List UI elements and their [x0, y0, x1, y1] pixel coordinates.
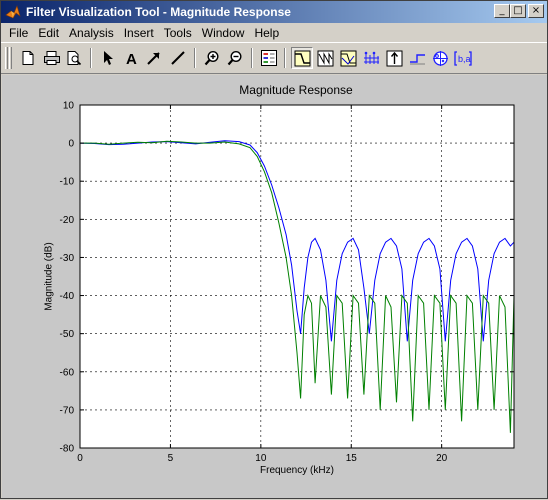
- toolbar-grip[interactable]: [5, 47, 8, 69]
- step-response-icon: [409, 53, 425, 64]
- svg-text:A: A: [126, 51, 137, 66]
- magnitude-phase-response-button[interactable]: [337, 47, 359, 69]
- edit-plot-button[interactable]: [97, 47, 119, 69]
- print-button[interactable]: [41, 47, 63, 69]
- filter-coefficients-button[interactable]: b,a: [452, 47, 474, 69]
- series-line-1: [79, 140, 515, 342]
- plot-axes-background: [80, 105, 514, 448]
- magnitude-response-icon: [294, 50, 310, 66]
- phase-response-button[interactable]: [314, 47, 336, 69]
- new-figure-button[interactable]: [17, 47, 39, 69]
- menu-insert[interactable]: Insert: [123, 25, 154, 40]
- legend-icon: [261, 50, 277, 66]
- group-delay-button[interactable]: [360, 47, 382, 69]
- svg-text:b,a: b,a: [458, 54, 471, 64]
- text-a-icon: A: [126, 51, 137, 66]
- menu-file[interactable]: File: [9, 25, 29, 40]
- coefficients-icon: b,a: [454, 50, 472, 66]
- menu-edit[interactable]: Edit: [38, 25, 60, 40]
- window-title: Filter Visualization Tool - Magnitude Re…: [26, 5, 291, 19]
- y-tick-label: -70: [60, 405, 75, 416]
- zoom-out-button[interactable]: [224, 47, 246, 69]
- step-response-button[interactable]: [406, 47, 428, 69]
- menu-analysis[interactable]: Analysis: [69, 25, 114, 40]
- toolbar-separator: [284, 48, 286, 68]
- x-tick-label: 5: [168, 453, 174, 464]
- menu-window[interactable]: Window: [201, 25, 245, 40]
- magnitude-response-button[interactable]: [291, 47, 313, 69]
- impulse-response-icon: [386, 50, 402, 66]
- close-button[interactable]: ×: [528, 4, 544, 18]
- legend-button[interactable]: [258, 47, 280, 69]
- phase-response-icon: [317, 50, 333, 66]
- y-tick-label: -40: [60, 291, 75, 302]
- y-tick-label: 0: [68, 139, 74, 150]
- toolbar-grip[interactable]: [9, 47, 12, 69]
- toolbar-separator: [194, 48, 196, 68]
- title-bar[interactable]: Filter Visualization Tool - Magnitude Re…: [1, 1, 547, 23]
- pole-zero-plot-button[interactable]: [429, 47, 451, 69]
- printer-icon: [44, 51, 60, 65]
- x-tick-label: 10: [255, 453, 267, 464]
- insert-line-button[interactable]: [167, 47, 189, 69]
- arrow-icon: [147, 52, 160, 65]
- y-tick-label: -20: [60, 215, 75, 226]
- group-delay-icon: [363, 51, 379, 64]
- toolbar-separator: [251, 48, 253, 68]
- insert-arrow-button[interactable]: [143, 47, 165, 69]
- maximize-button[interactable]: □: [510, 4, 526, 18]
- menu-tools[interactable]: Tools: [163, 25, 192, 40]
- pole-zero-icon: [432, 50, 448, 66]
- x-tick-label: 15: [346, 453, 358, 464]
- magnitude-phase-icon: [340, 50, 356, 66]
- y-tick-label: -60: [60, 367, 75, 378]
- arrow-pointer-icon: [104, 51, 113, 65]
- series-line-2: [80, 140, 515, 433]
- matlab-logo-icon: [5, 5, 21, 19]
- zoom-in-button[interactable]: [201, 47, 223, 69]
- zoom-in-icon: [204, 50, 219, 66]
- impulse-response-button[interactable]: [383, 47, 405, 69]
- y-tick-label: -30: [60, 253, 75, 264]
- print-preview-icon: [67, 51, 82, 66]
- insert-text-button[interactable]: A: [120, 47, 142, 69]
- line-icon: [171, 51, 185, 65]
- toolbar-separator: [90, 48, 92, 68]
- x-tick-label: 20: [436, 453, 448, 464]
- minimize-button[interactable]: _: [494, 4, 510, 18]
- y-tick-label: -80: [60, 444, 75, 455]
- menu-help[interactable]: Help: [254, 25, 280, 40]
- zoom-out-icon: [227, 50, 242, 66]
- y-tick-label: 10: [63, 101, 75, 112]
- x-axis-label: Frequency (kHz): [260, 465, 334, 476]
- menu-bar: File Edit Analysis Insert Tools Window H…: [1, 23, 547, 42]
- y-axis-label: Magnitude (dB): [43, 242, 55, 311]
- y-tick-label: -10: [60, 177, 75, 188]
- x-tick-label: 0: [77, 453, 83, 464]
- y-tick-label: -50: [60, 329, 75, 340]
- plot-title: Magnitude Response: [239, 83, 353, 97]
- plot-axes-frame: [79, 104, 515, 449]
- toolbar: A: [1, 42, 547, 74]
- new-document-icon: [22, 51, 34, 65]
- print-preview-button[interactable]: [63, 47, 85, 69]
